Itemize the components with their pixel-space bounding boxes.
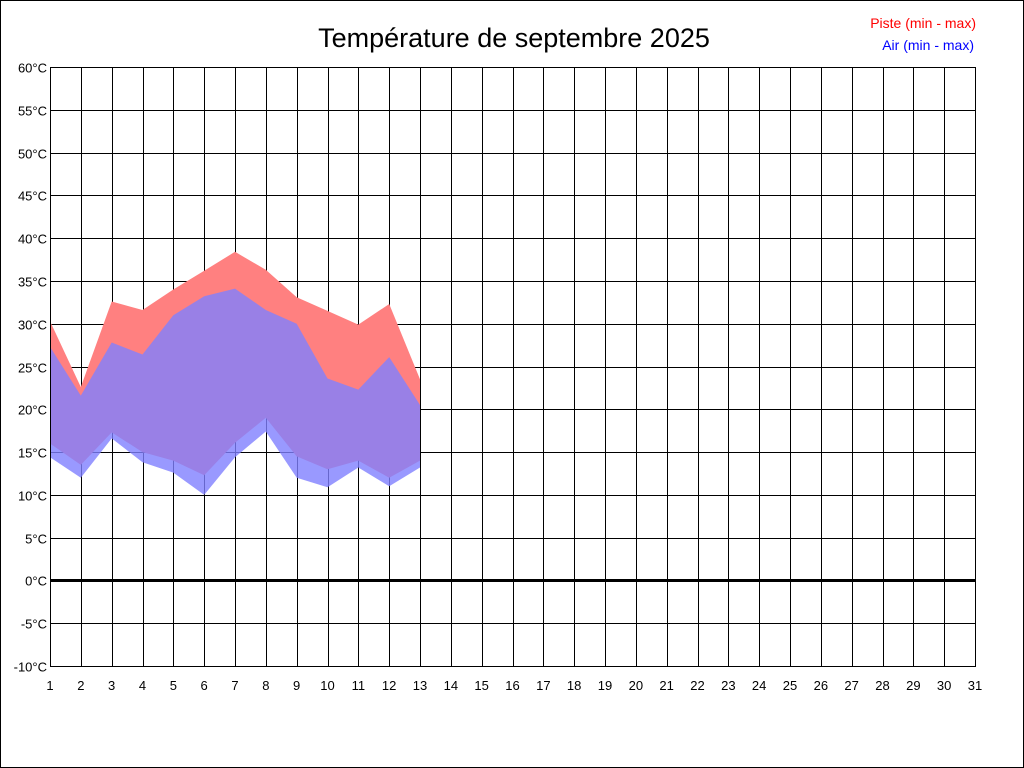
- y-tick-label: 45°C: [18, 189, 47, 204]
- x-tick-label: 9: [293, 678, 300, 693]
- y-tick-label: 15°C: [18, 446, 47, 461]
- x-tick-label: 12: [382, 678, 396, 693]
- x-tick-label: 31: [968, 678, 982, 693]
- axes: [50, 67, 976, 667]
- x-tick-label: 26: [814, 678, 828, 693]
- x-tick-labels: 1 2 3 4 5 6 7 8 9 10 11 12 13 14 15 16 17 18 19 20 21 22 23 24 2…: [46, 678, 982, 693]
- x-tick-label: 18: [567, 678, 581, 693]
- grid: [50, 67, 976, 667]
- x-tick-label: 21: [659, 678, 673, 693]
- x-tick-label: 16: [505, 678, 519, 693]
- x-tick-label: 23: [721, 678, 735, 693]
- x-tick-label: 4: [139, 678, 146, 693]
- x-tick-label: 13: [413, 678, 427, 693]
- x-tick-label: 25: [783, 678, 797, 693]
- y-tick-label: 5°C: [25, 532, 47, 547]
- x-tick-label: 19: [598, 678, 612, 693]
- x-tick-label: 15: [474, 678, 488, 693]
- x-tick-label: 8: [262, 678, 269, 693]
- x-tick-label: 7: [231, 678, 238, 693]
- x-tick-label: 27: [844, 678, 858, 693]
- y-tick-labels: -10°C -5°C 0°C 5°C 10°C 15°C 20°C 25°C 30°C 35°C 4…: [14, 61, 47, 675]
- legend-item-air: Air (min - max): [882, 37, 974, 53]
- y-tick-label: -10°C: [14, 660, 47, 675]
- x-tick-label: 28: [875, 678, 889, 693]
- legend-item-piste: Piste (min - max): [870, 15, 976, 31]
- y-tick-label: 35°C: [18, 275, 47, 290]
- x-tick-label: 29: [906, 678, 920, 693]
- x-tick-label: 24: [752, 678, 766, 693]
- x-tick-label: 5: [170, 678, 177, 693]
- y-tick-label: -5°C: [21, 617, 47, 632]
- y-tick-label: 0°C: [25, 574, 47, 589]
- x-tick-label: 11: [352, 678, 366, 693]
- x-tick-label: 10: [320, 678, 334, 693]
- x-tick-label: 6: [201, 678, 208, 693]
- y-tick-label: 10°C: [18, 489, 47, 504]
- y-tick-label: 50°C: [18, 147, 47, 162]
- x-tick-label: 20: [629, 678, 643, 693]
- y-tick-label: 25°C: [18, 361, 47, 376]
- y-tick-label: 20°C: [18, 403, 47, 418]
- y-tick-label: 40°C: [18, 232, 47, 247]
- x-tick-label: 14: [444, 678, 458, 693]
- plot-border: [50, 67, 976, 667]
- x-tick-label: 30: [937, 678, 951, 693]
- x-tick-label: 3: [108, 678, 115, 693]
- area-band-air: [50, 288, 420, 495]
- y-tick-label: 55°C: [18, 104, 47, 119]
- chart-title: Température de septembre 2025: [318, 23, 710, 53]
- x-tick-label: 2: [77, 678, 84, 693]
- y-tick-label: 60°C: [18, 61, 47, 76]
- x-tick-label: 22: [690, 678, 704, 693]
- data-areas: [50, 251, 420, 495]
- y-tick-label: 30°C: [18, 318, 47, 333]
- x-tick-label: 17: [536, 678, 550, 693]
- x-tick-label: 1: [46, 678, 53, 693]
